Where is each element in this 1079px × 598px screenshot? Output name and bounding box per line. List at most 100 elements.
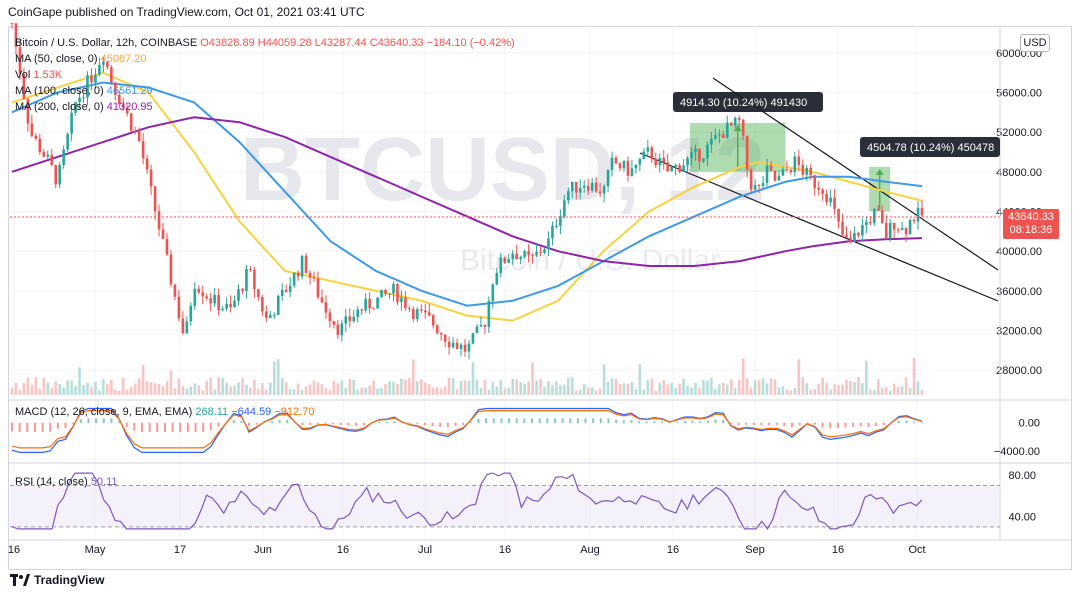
volume-bar <box>157 383 161 395</box>
candle-body <box>189 305 193 322</box>
candle-body <box>777 175 781 181</box>
candle-body <box>567 191 570 201</box>
volume-bar <box>809 389 813 395</box>
macd-histogram-bar <box>760 422 763 426</box>
candle-body <box>265 311 268 318</box>
candle-body <box>753 184 757 190</box>
volume-bar <box>141 364 145 395</box>
indicator-legend-ma200[interactable]: MA (200, close, 0) 41320.95 <box>15 100 153 114</box>
candle-body <box>523 251 526 257</box>
candle-body <box>173 284 177 297</box>
candle-body <box>141 141 145 159</box>
macd-histogram-bar <box>385 421 388 424</box>
volume-bar <box>439 388 443 395</box>
candle-body <box>829 197 832 203</box>
rsi-legend[interactable]: RSI (14, close) 50.11 <box>15 475 118 489</box>
macd-histogram-bar <box>821 422 824 428</box>
macd-histogram-bar <box>531 418 533 424</box>
symbol-legend[interactable]: Bitcoin / U.S. Dollar, 12h, COINBASE O43… <box>15 36 515 50</box>
volume-bar <box>10 387 14 395</box>
candle-body <box>34 135 38 139</box>
volume-bar <box>189 386 193 395</box>
macd-histogram-bar <box>416 422 419 425</box>
volume-bar <box>555 381 558 395</box>
symbol-title: Bitcoin / U.S. Dollar, 12h, COINBASE <box>15 37 198 49</box>
volume-bar <box>106 384 109 395</box>
candle-body <box>332 320 336 325</box>
indicator-value: 46561.29 <box>106 85 153 97</box>
volume-bar <box>658 382 662 395</box>
volume-bar <box>149 382 153 395</box>
macd-histogram-bar <box>515 418 518 424</box>
indicator-legend-ma50[interactable]: MA (50, close, 0) 45087.20 <box>15 52 147 66</box>
macd-histogram-bar <box>859 422 862 427</box>
candle-body <box>598 191 602 194</box>
macd-histogram-bar <box>209 422 212 431</box>
volume-bar <box>14 382 18 395</box>
candle-body <box>272 314 276 316</box>
ohlc-close: C43640.33 <box>369 37 424 49</box>
candle-body <box>789 169 793 173</box>
volume-bar <box>201 390 205 395</box>
macd-histogram-bar <box>446 422 449 428</box>
volume-bar <box>654 390 658 395</box>
candle-body <box>280 289 284 296</box>
macd-histogram-bar <box>576 418 579 424</box>
macd-histogram-bar <box>829 422 832 429</box>
volume-bar <box>753 380 757 395</box>
candle-body <box>106 61 109 68</box>
candle-body <box>439 333 443 335</box>
candle-body <box>817 187 820 190</box>
candle-body <box>487 301 491 327</box>
candle-body <box>388 293 391 295</box>
volume-bar <box>789 390 793 395</box>
indicator-legend-vol[interactable]: Vol 1.53K <box>15 68 62 82</box>
macd-histogram-bar <box>148 422 151 433</box>
volume-bar <box>352 379 356 395</box>
macd-histogram-bar <box>645 421 648 424</box>
volume-bar <box>745 378 749 395</box>
candle-body <box>904 227 908 235</box>
macd-histogram-bar <box>752 422 755 426</box>
watermark-sub: Bitcoin / U.S. Dollar <box>460 244 720 277</box>
volume-bar <box>674 387 677 395</box>
x-tick-label: Oct <box>908 544 925 556</box>
currency-button[interactable]: USD <box>1020 34 1050 52</box>
candle-body <box>70 112 73 134</box>
volume-bar <box>380 387 383 395</box>
macd-histogram-bar <box>79 419 82 424</box>
rsi-label: RSI (14, close) <box>15 476 88 488</box>
projection-label-box <box>673 92 823 112</box>
volume-bar <box>801 377 805 395</box>
macd-legend[interactable]: MACD (12, 26, close, 9, EMA, EMA) 268.11… <box>15 405 314 419</box>
candle-body <box>46 154 50 157</box>
macd-label: MACD (12, 26, close, 9, EMA, EMA) <box>15 406 193 418</box>
candle-body <box>455 342 459 349</box>
volume-bar <box>193 383 197 395</box>
indicator-legend-ma100[interactable]: MA (100, close, 0) 46561.29 <box>15 84 153 98</box>
candle-body <box>849 237 852 242</box>
volume-bar <box>62 387 65 395</box>
volume-bar <box>733 388 737 395</box>
candle-body <box>658 157 662 166</box>
volume-bar <box>400 378 403 395</box>
volume-bar <box>706 380 709 395</box>
volume-bar <box>165 381 169 395</box>
macd-histogram-bar <box>836 422 839 428</box>
volume-bar <box>412 359 415 395</box>
macd-histogram-bar <box>607 418 610 424</box>
macd-histogram-bar <box>661 421 663 424</box>
volume-bar <box>650 378 654 395</box>
x-tick-label: Jun <box>254 544 272 556</box>
candle-body <box>722 134 725 138</box>
candle-body <box>479 325 483 327</box>
tradingview-logo[interactable]: TradingView <box>10 573 104 587</box>
signal-line <box>11 410 923 449</box>
volume-bar <box>257 388 260 395</box>
candle-body <box>801 165 805 175</box>
candle-body <box>82 97 85 99</box>
macd-histogram-bar <box>255 422 258 425</box>
candle-body <box>177 296 181 319</box>
volume-bar <box>861 382 864 395</box>
